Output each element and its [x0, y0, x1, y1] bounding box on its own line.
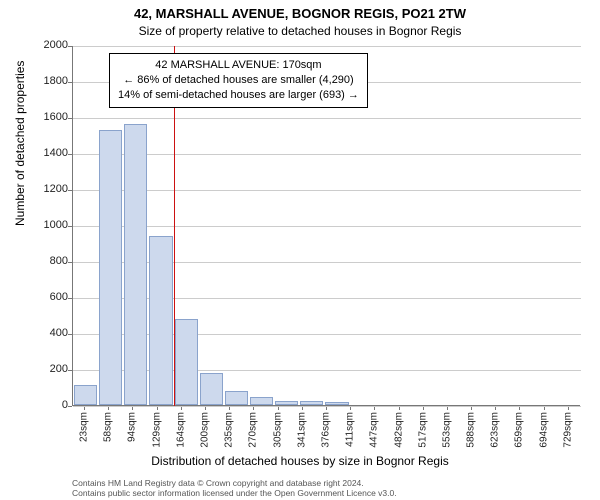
y-tick-mark	[68, 262, 72, 263]
histogram-bar	[300, 401, 323, 405]
x-tick-label: 482sqm	[393, 412, 404, 448]
histogram-bar	[200, 373, 223, 405]
x-tick-label: 200sqm	[200, 412, 211, 448]
x-tick-label: 694sqm	[538, 412, 549, 448]
chart-title-sub: Size of property relative to detached ho…	[0, 24, 600, 38]
y-tick-mark	[68, 154, 72, 155]
annotation-line-3: 14% of semi-detached houses are larger (…	[118, 88, 359, 103]
x-tick-label: 270sqm	[248, 412, 259, 448]
y-tick-mark	[68, 82, 72, 83]
x-tick-label: 23sqm	[79, 412, 90, 442]
x-tick-label: 659sqm	[514, 412, 525, 448]
y-tick-mark	[68, 118, 72, 119]
x-tick-label: 411sqm	[345, 412, 356, 447]
x-axis-label: Distribution of detached houses by size …	[0, 454, 600, 468]
x-tick-label: 376sqm	[320, 412, 331, 448]
histogram-bar	[275, 401, 298, 406]
annotation-line-2: ← 86% of detached houses are smaller (4,…	[118, 73, 359, 88]
y-tick-label: 400	[8, 327, 68, 339]
y-tick-mark	[68, 190, 72, 191]
x-tick-label: 58sqm	[103, 412, 114, 442]
y-tick-label: 1200	[8, 183, 68, 195]
y-tick-label: 200	[8, 363, 68, 375]
chart-container: 42, MARSHALL AVENUE, BOGNOR REGIS, PO21 …	[0, 0, 600, 500]
histogram-bar	[325, 402, 348, 405]
x-tick-label: 517sqm	[417, 412, 428, 448]
x-tick-label: 305sqm	[272, 412, 283, 448]
x-tick-label: 164sqm	[175, 412, 186, 448]
x-tick-label: 447sqm	[369, 412, 380, 448]
chart-title-main: 42, MARSHALL AVENUE, BOGNOR REGIS, PO21 …	[0, 6, 600, 21]
y-tick-mark	[68, 46, 72, 47]
histogram-bar	[124, 124, 147, 405]
histogram-bar	[149, 236, 172, 405]
footer-attribution: Contains HM Land Registry data © Crown c…	[72, 478, 397, 498]
y-tick-label: 1600	[8, 111, 68, 123]
y-tick-label: 1000	[8, 219, 68, 231]
x-tick-label: 553sqm	[441, 412, 452, 448]
footer-line-2: Contains public sector information licen…	[72, 488, 397, 498]
y-tick-mark	[68, 226, 72, 227]
x-tick-label: 623sqm	[490, 412, 501, 448]
annotation-box: 42 MARSHALL AVENUE: 170sqm ← 86% of deta…	[109, 53, 368, 108]
annotation-line-1: 42 MARSHALL AVENUE: 170sqm	[118, 58, 359, 73]
y-tick-label: 2000	[8, 39, 68, 51]
y-tick-label: 800	[8, 255, 68, 267]
histogram-bar	[175, 319, 198, 405]
x-tick-label: 341sqm	[296, 412, 307, 448]
y-tick-mark	[68, 406, 72, 407]
x-tick-label: 729sqm	[562, 412, 573, 448]
histogram-bar	[99, 130, 122, 405]
y-tick-label: 1400	[8, 147, 68, 159]
x-tick-label: 129sqm	[151, 412, 162, 448]
histogram-bar	[225, 391, 248, 405]
y-tick-mark	[68, 334, 72, 335]
y-tick-mark	[68, 370, 72, 371]
x-tick-label: 94sqm	[127, 412, 138, 442]
y-tick-label: 1800	[8, 75, 68, 87]
y-tick-mark	[68, 298, 72, 299]
histogram-bar	[250, 397, 273, 405]
y-tick-label: 0	[8, 399, 68, 411]
histogram-bar	[74, 385, 97, 405]
x-tick-label: 235sqm	[224, 412, 235, 448]
footer-line-1: Contains HM Land Registry data © Crown c…	[72, 478, 397, 488]
y-tick-label: 600	[8, 291, 68, 303]
plot-area: 42 MARSHALL AVENUE: 170sqm ← 86% of deta…	[72, 46, 580, 406]
x-tick-label: 588sqm	[466, 412, 477, 448]
y-gridline	[73, 406, 581, 407]
